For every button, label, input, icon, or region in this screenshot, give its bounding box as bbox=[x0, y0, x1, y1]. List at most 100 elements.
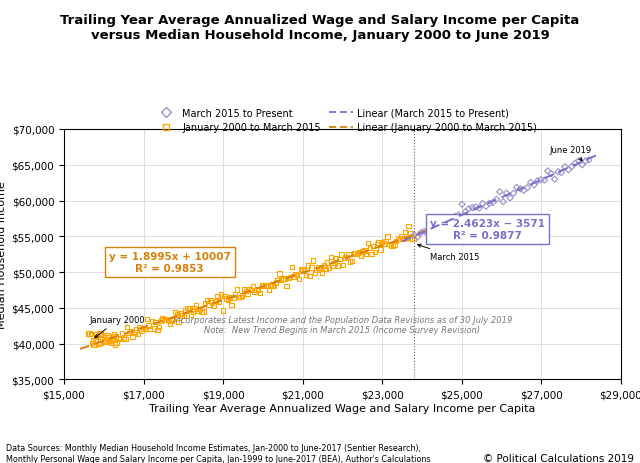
Point bbox=[172, 311, 182, 319]
Point bbox=[259, 282, 269, 289]
Point bbox=[280, 276, 290, 283]
Point bbox=[477, 200, 488, 208]
Point bbox=[349, 250, 359, 257]
Point bbox=[522, 185, 532, 192]
Point bbox=[291, 271, 301, 278]
Point bbox=[143, 322, 154, 330]
Point bbox=[109, 341, 120, 349]
Point bbox=[122, 324, 132, 331]
Point bbox=[102, 334, 113, 341]
Point bbox=[361, 250, 371, 258]
Point bbox=[454, 212, 464, 219]
Point bbox=[168, 315, 179, 323]
Point bbox=[312, 267, 322, 275]
Point bbox=[216, 291, 226, 299]
Point bbox=[198, 308, 209, 315]
Point bbox=[188, 308, 198, 316]
Point bbox=[393, 236, 403, 243]
Point bbox=[515, 186, 525, 193]
Point bbox=[156, 317, 166, 325]
Point bbox=[131, 326, 141, 333]
Point bbox=[161, 317, 172, 324]
Point bbox=[179, 313, 189, 320]
Point bbox=[525, 180, 536, 187]
Point bbox=[336, 251, 346, 258]
Point bbox=[354, 249, 364, 257]
Point bbox=[481, 203, 491, 211]
Point bbox=[502, 190, 512, 197]
Point bbox=[83, 330, 93, 338]
Point bbox=[358, 248, 368, 256]
Point bbox=[440, 223, 450, 231]
Point bbox=[109, 330, 119, 338]
Point bbox=[543, 168, 553, 175]
Point bbox=[374, 239, 384, 246]
Point bbox=[570, 160, 580, 168]
Point bbox=[94, 340, 104, 347]
Point bbox=[584, 157, 594, 164]
Point bbox=[125, 328, 136, 335]
Point bbox=[419, 228, 429, 236]
Point bbox=[322, 259, 332, 267]
Point bbox=[389, 241, 399, 249]
Point bbox=[212, 293, 223, 300]
Point bbox=[416, 229, 426, 237]
Point bbox=[467, 205, 477, 212]
X-axis label: Trailing Year Average Annualized Wage and Salary Income per Capita: Trailing Year Average Annualized Wage an… bbox=[149, 403, 536, 413]
Point bbox=[505, 195, 515, 202]
Point bbox=[398, 235, 408, 243]
Point bbox=[363, 240, 373, 247]
Point bbox=[484, 200, 495, 207]
Point bbox=[129, 329, 140, 337]
Point bbox=[111, 340, 122, 347]
Point bbox=[298, 267, 308, 274]
Point bbox=[248, 283, 258, 290]
Point bbox=[518, 187, 529, 194]
Point bbox=[202, 297, 212, 304]
Point bbox=[532, 178, 543, 185]
Point bbox=[92, 334, 102, 341]
Point bbox=[359, 247, 369, 255]
Point bbox=[498, 199, 508, 206]
Point bbox=[429, 222, 440, 230]
Point bbox=[148, 325, 159, 332]
Point bbox=[227, 301, 237, 309]
Point bbox=[88, 341, 99, 349]
Point bbox=[163, 317, 173, 324]
Point bbox=[508, 190, 518, 198]
Point bbox=[253, 286, 263, 294]
Point bbox=[166, 317, 177, 325]
Point bbox=[577, 162, 588, 169]
Point bbox=[345, 258, 355, 266]
Point bbox=[450, 213, 460, 221]
Point bbox=[214, 298, 225, 306]
Point bbox=[294, 275, 304, 283]
Point bbox=[370, 249, 380, 256]
Point bbox=[182, 305, 193, 312]
Point bbox=[239, 286, 249, 294]
Point bbox=[412, 234, 422, 241]
Point bbox=[306, 264, 316, 272]
Point bbox=[433, 219, 443, 227]
Point bbox=[382, 233, 392, 241]
Point bbox=[108, 335, 118, 342]
Point bbox=[257, 282, 267, 290]
Point bbox=[470, 204, 481, 211]
Point bbox=[102, 332, 113, 339]
Point bbox=[342, 253, 352, 261]
Point bbox=[550, 176, 560, 183]
Point bbox=[120, 336, 131, 343]
Point bbox=[96, 330, 106, 338]
Point bbox=[285, 274, 295, 281]
Point bbox=[329, 260, 339, 268]
Point bbox=[282, 282, 292, 290]
Point bbox=[111, 333, 121, 341]
Point bbox=[173, 319, 184, 326]
Point bbox=[278, 275, 288, 282]
Point bbox=[335, 256, 345, 263]
Point bbox=[236, 294, 246, 301]
Point bbox=[474, 205, 484, 213]
Point bbox=[303, 262, 313, 269]
Point bbox=[464, 206, 474, 213]
Point bbox=[457, 201, 467, 208]
